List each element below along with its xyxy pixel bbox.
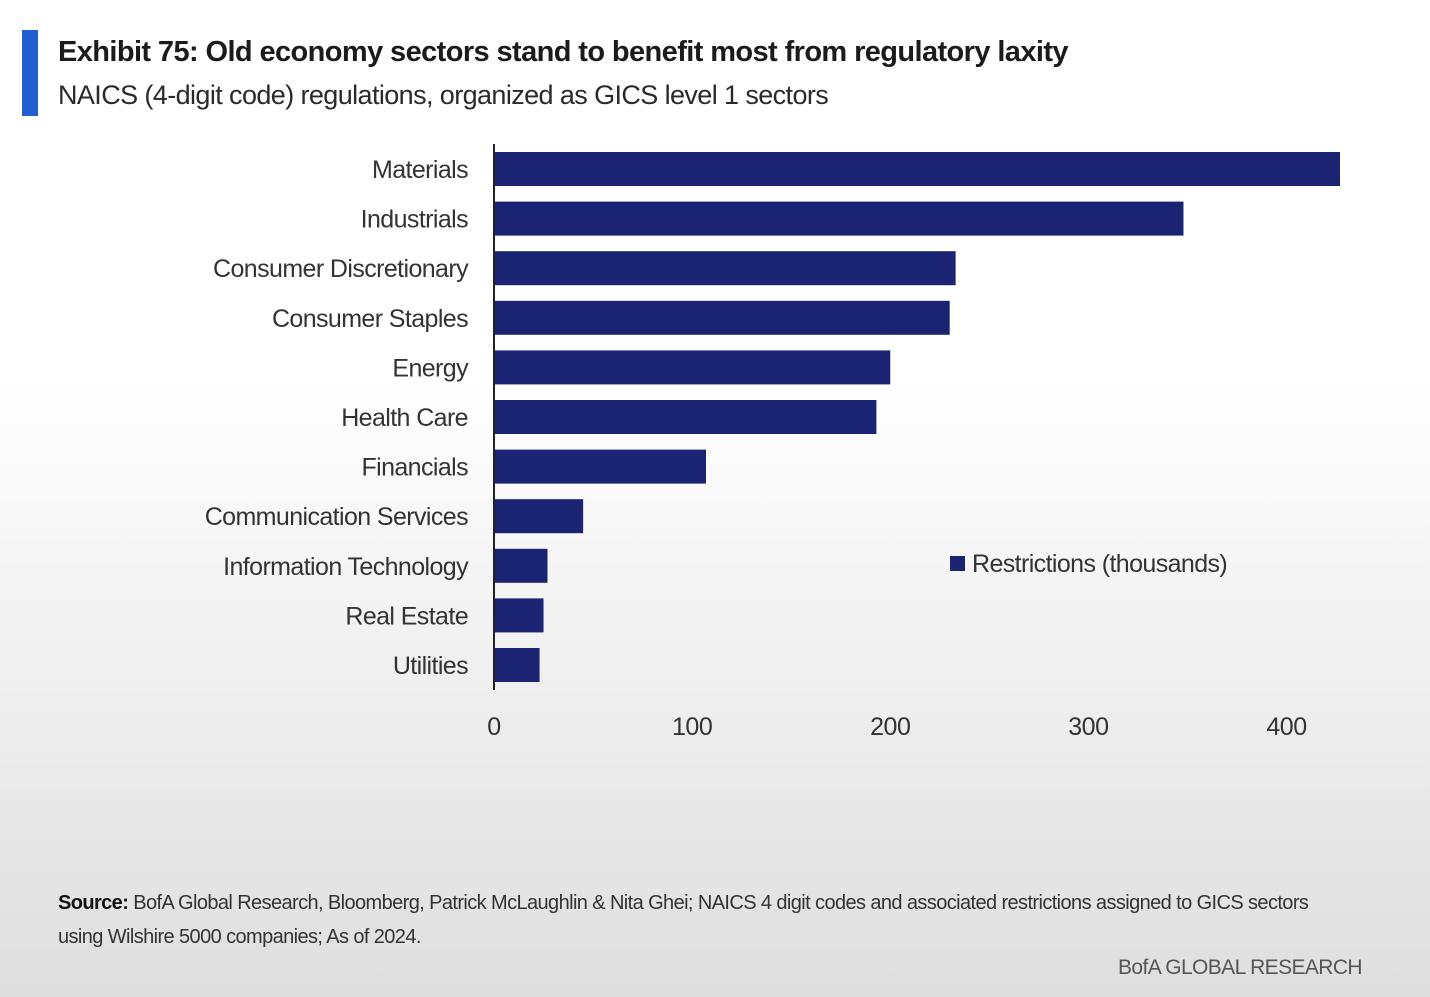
legend-label: Restrictions (thousands) (972, 550, 1227, 578)
bar-communication-services (494, 499, 584, 534)
bar-materials (494, 152, 1340, 186)
category-label: Consumer Staples (272, 305, 468, 333)
category-label: Communication Services (205, 503, 468, 531)
bar-utilities (494, 648, 540, 682)
x-tick-label: 100 (672, 713, 712, 741)
category-label: Consumer Discretionary (213, 255, 469, 283)
category-labels: Materials Industrials Consumer Discretiona… (205, 156, 470, 680)
bar-health-care (494, 400, 877, 434)
bar-financials (494, 449, 706, 484)
source-note: Source: BofA Global Research, Bloomberg,… (58, 886, 1348, 954)
bar-real-estate (494, 598, 544, 633)
chart-subtitle: NAICS (4-digit code) regulations, organi… (58, 80, 829, 110)
source-label: Source: (58, 892, 129, 914)
category-label: Materials (372, 156, 468, 184)
chart-title: Exhibit 75: Old economy sectors stand to… (58, 36, 1069, 68)
bar-information-technology (494, 548, 548, 583)
category-label: Health Care (341, 404, 468, 432)
brand-mark: BofA GLOBAL RESEARCH (1118, 956, 1363, 979)
bar-consumer-staples (494, 300, 950, 335)
category-label: Financials (361, 454, 468, 482)
x-tick-label: 0 (487, 713, 500, 741)
legend: Restrictions (thousands) (950, 550, 1228, 578)
category-label: Industrials (361, 206, 468, 234)
bar-energy (494, 350, 891, 385)
category-label: Utilities (393, 652, 468, 680)
title-accent-bar (22, 30, 38, 116)
category-label: Real Estate (345, 602, 468, 630)
source-text: BofA Global Research, Bloomberg, Patrick… (58, 892, 1309, 948)
x-tick-label: 400 (1266, 713, 1306, 741)
category-label: Energy (392, 354, 469, 382)
x-tick-label: 300 (1068, 713, 1108, 741)
bars-group (494, 152, 1340, 682)
bar-industrials (494, 201, 1184, 236)
category-label: Information Technology (223, 553, 469, 581)
x-axis-ticks: 0 100 200 300 400 (487, 713, 1307, 741)
x-tick-label: 200 (870, 713, 910, 741)
legend-swatch (950, 556, 965, 571)
bar-consumer-discretionary (494, 251, 956, 286)
